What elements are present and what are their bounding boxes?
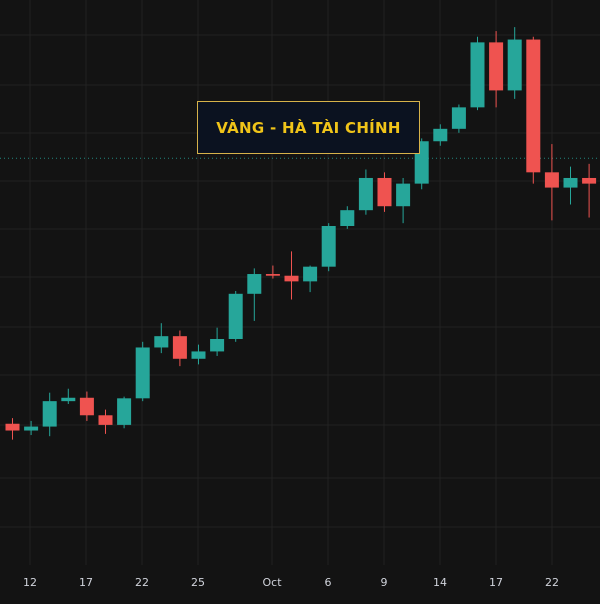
- x-tick-label: Oct: [262, 576, 282, 589]
- candle-up: [358, 169, 373, 215]
- x-tick-label: 22: [135, 576, 149, 589]
- candle-body: [470, 42, 485, 108]
- chart-title-box: VÀNG - HÀ TÀI CHÍNH: [197, 101, 420, 154]
- candle-body: [172, 336, 187, 359]
- candle-body: [433, 128, 448, 142]
- candle-body: [377, 177, 392, 207]
- candle-body: [526, 39, 541, 173]
- candle-up: [433, 124, 448, 146]
- candle-up: [451, 104, 466, 133]
- candle-body: [117, 398, 132, 425]
- candle-body: [154, 336, 169, 348]
- candle-down: [489, 31, 504, 108]
- candle-body: [489, 42, 504, 91]
- candle-body: [135, 347, 150, 399]
- candle-body: [284, 275, 299, 282]
- candle-up: [563, 166, 578, 205]
- candle-body: [507, 39, 522, 91]
- x-tick-label: 25: [191, 576, 205, 589]
- grid-lines: [0, 0, 600, 565]
- x-tick-label: 17: [489, 576, 503, 589]
- candle-body: [42, 401, 57, 427]
- candle-up: [42, 392, 57, 437]
- x-tick-label: 17: [79, 576, 93, 589]
- candle-body: [79, 397, 94, 416]
- x-tick-label: 22: [545, 576, 559, 589]
- candle-body: [563, 177, 578, 188]
- candle-body: [396, 183, 411, 207]
- candle-body: [98, 415, 113, 425]
- x-tick-label: 12: [23, 576, 37, 589]
- candle-up: [303, 265, 318, 293]
- candle-body: [61, 397, 76, 402]
- candle-body: [451, 107, 466, 129]
- candle-up: [340, 206, 355, 229]
- candle-body: [321, 226, 336, 267]
- candle-up: [61, 388, 76, 404]
- candle-up: [507, 27, 522, 99]
- candle-body: [265, 274, 280, 276]
- candle-down: [582, 163, 597, 218]
- candle-body: [191, 351, 206, 359]
- candle-down: [98, 409, 113, 434]
- candle-down: [526, 36, 541, 184]
- candle-body: [358, 177, 373, 211]
- candle-down: [544, 144, 559, 221]
- candle-up: [321, 223, 336, 272]
- candle-body: [24, 426, 39, 431]
- candle-up: [24, 420, 39, 436]
- candle-down: [5, 418, 20, 440]
- candle-down: [284, 251, 299, 300]
- candle-down: [172, 330, 187, 367]
- candle-down: [265, 265, 280, 279]
- candle-up: [396, 177, 411, 224]
- x-tick-label: 6: [325, 576, 332, 589]
- candle-up: [470, 36, 485, 111]
- candle-body: [5, 423, 20, 431]
- candle-body: [303, 266, 318, 282]
- candle-up: [247, 268, 262, 321]
- candle-body: [544, 172, 559, 188]
- candle-body: [340, 210, 355, 226]
- candle-body: [228, 293, 243, 339]
- candle-up: [191, 344, 206, 365]
- candle-up: [135, 341, 150, 402]
- candle-up: [117, 396, 132, 429]
- x-axis: 12 17 22 25 Oct 6 9 14 17 22: [23, 576, 559, 589]
- candle-body: [582, 177, 597, 184]
- candle-up: [154, 323, 169, 354]
- candle-down: [377, 172, 392, 212]
- chart-title: VÀNG - HÀ TÀI CHÍNH: [216, 118, 401, 137]
- candle-up: [210, 327, 225, 356]
- candle-body: [247, 274, 262, 294]
- x-tick-label: 9: [381, 576, 388, 589]
- candle-down: [79, 391, 94, 421]
- candle-body: [210, 339, 225, 352]
- candle-up: [228, 290, 243, 342]
- x-tick-label: 14: [433, 576, 447, 589]
